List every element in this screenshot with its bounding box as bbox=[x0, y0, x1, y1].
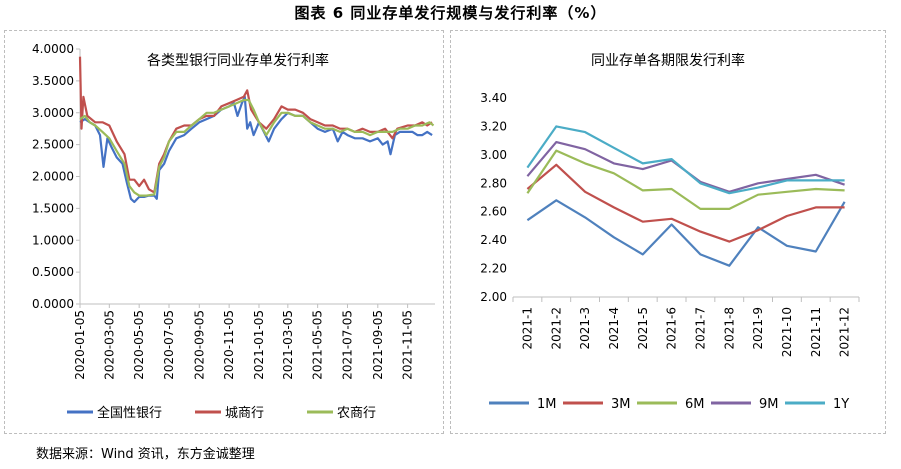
y-tick-label: 1.5000 bbox=[32, 201, 74, 215]
y-tick-label: 3.20 bbox=[480, 119, 507, 133]
y-tick-label: 0.5000 bbox=[32, 265, 74, 279]
right-chart-panel: 同业存单各期限发行利率 2.00 2.20 2.40 2.60 2.80 3.00 3.20 3… bbox=[450, 30, 886, 434]
series-line bbox=[78, 56, 433, 194]
x-tick-label: 2020-01-05 bbox=[73, 310, 87, 380]
x-tick-label: 2021-3 bbox=[578, 307, 592, 350]
legend-label: 农商行 bbox=[337, 406, 376, 421]
y-tick-label: 2.00 bbox=[480, 290, 507, 304]
x-tick-label: 2021-2 bbox=[549, 307, 563, 350]
y-tick-label: 2.40 bbox=[480, 233, 507, 247]
x-tick-label: 2021-6 bbox=[665, 307, 679, 350]
y-tick-label: 2.20 bbox=[480, 262, 507, 276]
left-chart-panel: 各类型银行同业存单发行利率 0.0000 0.5000 1.0000 1.5000 2.0… bbox=[4, 30, 444, 434]
x-tick-label: 2021-10 bbox=[780, 307, 794, 357]
x-tick-label: 2021-05-05 bbox=[311, 310, 325, 380]
x-tick-label: 2021-12 bbox=[838, 307, 852, 357]
x-tick-label: 2021-07-05 bbox=[340, 310, 354, 380]
y-tick-label: 3.0000 bbox=[32, 106, 74, 120]
x-tick-label: 2020-11-05 bbox=[222, 310, 236, 380]
legend-label: 3M bbox=[611, 397, 631, 412]
y-tick-label: 2.80 bbox=[480, 176, 507, 190]
y-tick-label: 2.0000 bbox=[32, 170, 74, 184]
series-line bbox=[526, 163, 845, 243]
series-line bbox=[79, 98, 435, 197]
x-tick-label: 2021-11-05 bbox=[401, 310, 415, 380]
x-tick-label: 2021-03-05 bbox=[281, 310, 295, 380]
y-tick-label: 2.60 bbox=[480, 205, 507, 219]
x-tick-label: 2021-7 bbox=[693, 307, 707, 350]
right-chart-svg: 同业存单各期限发行利率 2.00 2.20 2.40 2.60 2.80 3.00 3.20 3… bbox=[480, 52, 860, 412]
series-line bbox=[526, 125, 845, 195]
series-line bbox=[79, 95, 433, 204]
x-tick-label: 2021-09-05 bbox=[371, 310, 385, 380]
legend-label: 9M bbox=[759, 397, 779, 412]
y-tick-label: 4.0000 bbox=[32, 42, 74, 56]
x-tick-label: 2021-1 bbox=[520, 307, 534, 350]
x-tick-label: 2020-05-05 bbox=[132, 310, 146, 380]
x-tick-label: 2021-5 bbox=[636, 307, 650, 350]
series-line bbox=[526, 141, 845, 193]
figure-title: 图表 6 同业存单发行规模与发行利率（%） bbox=[294, 4, 607, 22]
legend-label: 1Y bbox=[833, 397, 849, 412]
x-tick-label: 2020-07-05 bbox=[162, 310, 176, 380]
x-tick-label: 2020-03-05 bbox=[102, 310, 116, 380]
left-chart-svg: 各类型银行同业存单发行利率 0.0000 0.5000 1.0000 1.5000 2.0… bbox=[32, 42, 435, 421]
x-tick-label: 2021-4 bbox=[607, 307, 621, 350]
y-tick-label: 2.5000 bbox=[32, 138, 74, 152]
x-tick-label: 2020-09-05 bbox=[192, 310, 206, 380]
x-tick-label: 2021-01-05 bbox=[252, 310, 266, 380]
y-tick-label: 3.00 bbox=[480, 148, 507, 162]
y-tick-label: 1.0000 bbox=[32, 233, 74, 247]
x-tick-label: 2021-8 bbox=[722, 307, 736, 350]
y-tick-label: 0.0000 bbox=[32, 297, 74, 311]
chart-title: 同业存单各期限发行利率 bbox=[591, 52, 745, 69]
x-tick-label: 2021-11 bbox=[809, 307, 823, 357]
chart-title: 各类型银行同业存单发行利率 bbox=[147, 52, 329, 69]
x-tick-label: 2021-9 bbox=[751, 307, 765, 350]
y-tick-label: 3.40 bbox=[480, 91, 507, 105]
source-note: 数据来源：Wind 资讯，东方金诚整理 bbox=[36, 447, 255, 462]
legend-label: 全国性银行 bbox=[97, 405, 162, 421]
legend-label: 城商行 bbox=[225, 406, 264, 421]
series-line bbox=[526, 149, 845, 210]
legend-label: 1M bbox=[537, 397, 557, 412]
series-line bbox=[526, 199, 846, 267]
y-tick-label: 3.5000 bbox=[32, 74, 74, 88]
legend-label: 6M bbox=[685, 397, 705, 412]
